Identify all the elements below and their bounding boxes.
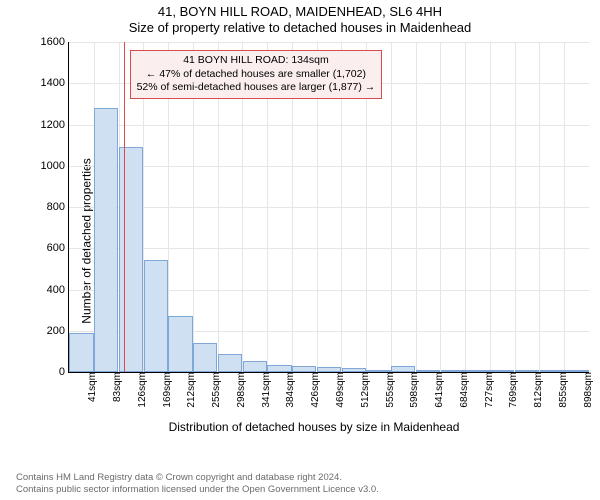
property-marker-line [124, 42, 125, 372]
y-tick-label: 1600 [41, 36, 69, 48]
chart: Number of detached properties 0200400600… [40, 42, 588, 440]
annotation-line: 41 BOYN HILL ROAD: 134sqm [137, 54, 376, 68]
histogram-bar [69, 333, 93, 372]
footer-line-1: Contains HM Land Registry data © Crown c… [0, 472, 600, 484]
gridline-v [515, 42, 516, 372]
x-tick-label: 426sqm [308, 372, 321, 408]
x-tick-label: 898sqm [581, 372, 594, 408]
gridline-v [391, 42, 392, 372]
x-tick-label: 83sqm [110, 372, 123, 402]
gridline-v [440, 42, 441, 372]
footer: Contains HM Land Registry data © Crown c… [0, 472, 600, 496]
x-tick-label: 469sqm [333, 372, 346, 408]
gridline-h [69, 166, 589, 167]
title-line-1: 41, BOYN HILL ROAD, MAIDENHEAD, SL6 4HH [0, 4, 600, 20]
histogram-bar [267, 365, 291, 372]
x-tick-label: 855sqm [556, 372, 569, 408]
y-tick-label: 1400 [41, 77, 69, 89]
gridline-h [69, 42, 589, 43]
histogram-bar [144, 260, 168, 372]
x-tick-label: 684sqm [457, 372, 470, 408]
gridline-v [465, 42, 466, 372]
y-tick-label: 200 [47, 325, 69, 337]
histogram-bar [243, 361, 267, 372]
x-tick-label: 255sqm [209, 372, 222, 408]
y-tick-label: 800 [47, 201, 69, 213]
gridline-v [539, 42, 540, 372]
x-tick-label: 598sqm [407, 372, 420, 408]
gridline-v [564, 42, 565, 372]
x-tick-label: 555sqm [383, 372, 396, 408]
x-tick-label: 341sqm [259, 372, 272, 408]
x-tick-label: 169sqm [160, 372, 173, 408]
annotation-line: 52% of semi-detached houses are larger (… [137, 81, 376, 95]
x-tick-label: 512sqm [358, 372, 371, 408]
x-tick-label: 212sqm [184, 372, 197, 408]
plot-area: 0200400600800100012001400160041sqm83sqm1… [68, 42, 589, 373]
x-tick-label: 126sqm [135, 372, 148, 408]
title-block: 41, BOYN HILL ROAD, MAIDENHEAD, SL6 4HH … [0, 0, 600, 37]
histogram-bar [193, 343, 217, 372]
marker-annotation: 41 BOYN HILL ROAD: 134sqm← 47% of detach… [130, 50, 383, 99]
y-tick-label: 1000 [41, 160, 69, 172]
y-tick-label: 0 [59, 366, 69, 378]
histogram-bar [94, 108, 118, 372]
x-tick-label: 727sqm [482, 372, 495, 408]
histogram-bar [119, 147, 143, 372]
gridline-v [490, 42, 491, 372]
title-line-2: Size of property relative to detached ho… [0, 20, 600, 36]
y-tick-label: 400 [47, 284, 69, 296]
x-tick-label: 769sqm [506, 372, 519, 408]
gridline-h [69, 207, 589, 208]
footer-line-2: Contains public sector information licen… [0, 484, 600, 496]
annotation-line: ← 47% of detached houses are smaller (1,… [137, 68, 376, 82]
gridline-h [69, 248, 589, 249]
y-tick-label: 600 [47, 242, 69, 254]
x-tick-label: 384sqm [283, 372, 296, 408]
x-tick-label: 812sqm [531, 372, 544, 408]
x-tick-label: 41sqm [85, 372, 98, 402]
x-tick-label: 298sqm [234, 372, 247, 408]
x-axis-label: Distribution of detached houses by size … [40, 420, 588, 434]
gridline-h [69, 125, 589, 126]
y-tick-label: 1200 [41, 119, 69, 131]
histogram-bar [218, 354, 242, 372]
gridline-v [416, 42, 417, 372]
histogram-bar [168, 316, 192, 372]
x-tick-label: 641sqm [432, 372, 445, 408]
